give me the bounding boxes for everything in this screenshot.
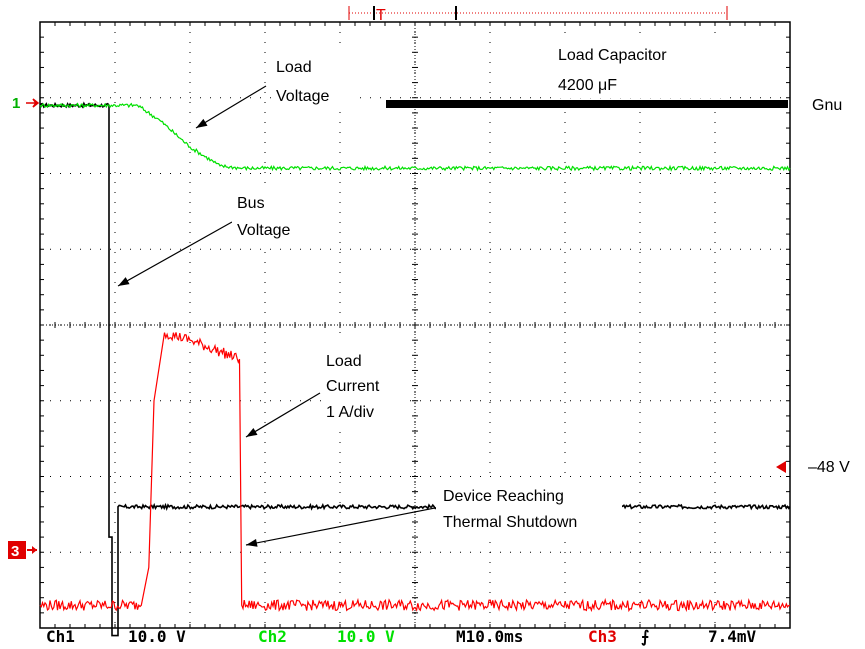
trace-load-current [39,332,791,613]
annotation-bus-voltage-line1: Bus [237,195,265,212]
trigger-slope-icon: ⨍ [641,627,649,646]
annotation-load-voltage-line1: Load [276,59,312,76]
timebase: M10.0ms [456,627,523,646]
svg-text:1: 1 [12,95,20,112]
annotation-bus-voltage: Bus Voltage [232,184,312,244]
ch3-label: Ch3 [588,627,617,646]
svg-text:3: 3 [11,543,19,560]
arrow-load-current [245,392,321,438]
arrow-thermal-shutdown [245,506,441,547]
trigger-level-marker [776,461,786,473]
ch2-scale: 10.0 V [337,627,395,646]
annotation-thermal-shutdown: Device Reaching Thermal Shutdown [436,480,622,536]
annotation-thermal-line1: Device Reaching [443,488,564,505]
ch1-marker: 1 [12,95,40,112]
annotation-load-voltage: Load Voltage [272,48,352,110]
ch1-label: Ch1 [46,627,75,646]
trace-bus [39,101,791,637]
status-bar: Ch1 10.0 V Ch2 10.0 V M10.0ms Ch3 ⨍ 7.4m… [46,627,757,646]
annotation-arrows [117,85,441,547]
annotation-load-current: Load Current 1 A/div [322,342,402,428]
annotation-bus-voltage-line2: Voltage [237,222,290,239]
graticule-grid [39,21,791,629]
annotation-load-current-line2: Current [326,378,380,395]
ch2-label: Ch2 [258,627,287,646]
trigger-bracket: T [348,6,728,24]
capacitor-bar [386,100,788,108]
arrow-load-voltage [195,85,267,129]
annotation-load-capacitor: Load Capacitor 4200 μF [554,36,726,98]
annotation-load-current-line3: 1 A/div [326,404,374,421]
ch3-marker: 3 [8,541,37,560]
arrow-bus-voltage [117,221,233,287]
ch1-scale: 10.0 V [128,627,186,646]
traces [39,101,791,637]
trace-load-voltage [39,102,791,172]
annotation-thermal-line2: Thermal Shutdown [443,514,577,531]
svg-text:T: T [376,7,386,24]
annotation-load-capacitor-line1: Load Capacitor [558,47,667,64]
annotation-load-capacitor-line2: 4200 μF [558,77,617,94]
minus-48v-label: –48 V [808,459,850,476]
trigger-level: 7.4mV [708,627,757,646]
annotation-load-voltage-line2: Voltage [276,88,329,105]
gnd-label: Gnu [812,97,842,114]
annotation-load-current-line1: Load [326,353,362,370]
